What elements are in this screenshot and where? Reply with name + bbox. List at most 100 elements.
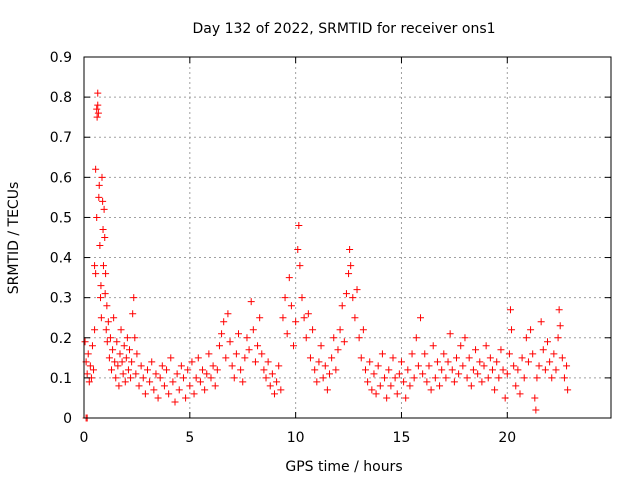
data-point [126, 346, 134, 354]
data-point [251, 358, 259, 366]
axis-ticks: 0 0.1 0.2 0.3 0.4 0.5 0.6 0.7 0.8 0.9 0 5 10 15 20 [50, 50, 611, 446]
data-point [121, 378, 129, 386]
data-point [387, 382, 395, 390]
data-point [146, 378, 154, 386]
data-point [414, 362, 422, 370]
data-point [230, 374, 238, 382]
data-point [546, 358, 554, 366]
data-point [524, 358, 532, 366]
data-point [412, 334, 420, 342]
data-point [99, 262, 107, 270]
data-point [326, 370, 334, 378]
data-point [88, 342, 96, 350]
grid-lines [84, 57, 611, 418]
data-point [323, 386, 331, 394]
data-point [171, 398, 179, 406]
data-point [368, 386, 376, 394]
data-point [374, 362, 382, 370]
data-point [402, 394, 410, 402]
data-point [338, 302, 346, 310]
data-point [505, 350, 513, 358]
x-tick-label: 5 [185, 430, 194, 446]
data-point [96, 242, 104, 250]
data-point [499, 366, 507, 374]
data-point [247, 298, 255, 306]
data-point [564, 386, 572, 394]
data-point [94, 101, 102, 109]
data-point [423, 378, 431, 386]
data-point [366, 358, 374, 366]
data-point [184, 366, 192, 374]
data-point [283, 330, 291, 338]
data-point [537, 318, 545, 326]
data-point [463, 374, 471, 382]
data-point [131, 334, 139, 342]
data-point [383, 394, 391, 402]
data-point [295, 221, 303, 229]
data-point [119, 370, 127, 378]
data-point [488, 366, 496, 374]
data-point [135, 382, 143, 390]
data-point [228, 362, 236, 370]
data-point [95, 193, 103, 201]
data-point [111, 358, 119, 366]
data-point [450, 378, 458, 386]
data-point [85, 378, 93, 386]
data-point [518, 354, 526, 362]
data-point [321, 362, 329, 370]
data-point [520, 374, 528, 382]
data-point [81, 338, 89, 346]
y-axis-label: SRMTID / TECUs [6, 182, 22, 295]
data-point [427, 386, 435, 394]
data-point [336, 326, 344, 334]
data-point [83, 370, 91, 378]
data-point [91, 262, 99, 270]
data-point [469, 366, 477, 374]
data-point [260, 366, 268, 374]
data-point [433, 358, 441, 366]
data-point [92, 165, 100, 173]
data-point [186, 382, 194, 390]
data-points [81, 89, 572, 422]
data-point [397, 358, 405, 366]
data-point [141, 390, 149, 398]
data-point [102, 270, 110, 278]
data-point [491, 386, 499, 394]
data-point [109, 346, 117, 354]
data-point [213, 366, 221, 374]
data-point [372, 390, 380, 398]
data-point [495, 374, 503, 382]
data-point [182, 394, 190, 402]
data-point [560, 374, 568, 382]
data-point [123, 334, 131, 342]
data-point [503, 370, 511, 378]
data-point [93, 213, 101, 221]
data-point [118, 358, 126, 366]
data-point [364, 378, 372, 386]
data-point [129, 310, 137, 318]
data-point [97, 314, 105, 322]
data-point [150, 386, 158, 394]
data-point [478, 378, 486, 386]
data-point [281, 294, 289, 302]
data-point [497, 346, 505, 354]
data-point [444, 358, 452, 366]
data-point [539, 346, 547, 354]
data-point [99, 197, 107, 205]
data-point [94, 89, 102, 97]
data-point [393, 390, 401, 398]
data-point [103, 338, 111, 346]
y-tick-label: 0.9 [50, 50, 72, 66]
data-point [108, 366, 116, 374]
data-point [102, 326, 110, 334]
data-point [222, 354, 230, 362]
data-point [152, 370, 160, 378]
data-point [97, 282, 105, 290]
x-axis-label: GPS time / hours [285, 459, 402, 475]
data-point [122, 354, 130, 362]
data-point [446, 330, 454, 338]
data-point [309, 326, 317, 334]
data-point [165, 390, 173, 398]
data-point [436, 382, 444, 390]
